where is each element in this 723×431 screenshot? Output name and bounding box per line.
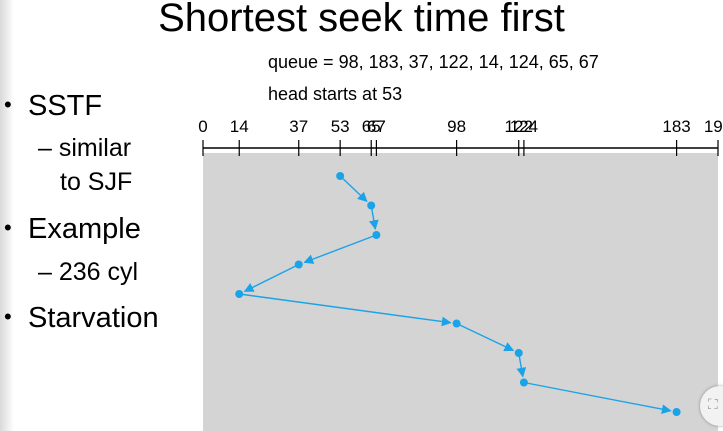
tick-label: 37 (289, 117, 308, 136)
bullet-sstf: • SSTF (4, 88, 102, 123)
request-point (294, 260, 303, 269)
tick-label: 53 (331, 117, 350, 136)
request-point (235, 290, 244, 298)
bullet-marker: • (4, 215, 12, 240)
seek-arrow (456, 322, 515, 352)
head-caption: head starts at 53 (268, 84, 403, 104)
bullet-starvation: • Starvation (4, 300, 159, 335)
request-point (372, 231, 381, 239)
seek-arrow (303, 234, 377, 264)
sub-item-to-sjf: to SJF (60, 168, 133, 196)
bullet-label: Example (28, 213, 141, 245)
tick-label: 98 (447, 117, 466, 136)
seek-arrow (339, 175, 368, 203)
seek-arrow (523, 381, 672, 414)
slide-edge-shade (0, 0, 14, 431)
bullet-example: • Example (4, 211, 141, 246)
seek-arrow (243, 263, 300, 292)
slide-title: Shortest seek time first (158, 0, 565, 40)
queue-caption: queue = 98, 183, 37, 122, 14, 124, 65, 6… (268, 52, 599, 72)
request-point (336, 172, 345, 180)
seek-arrow (239, 293, 452, 327)
fit-icon: ⛶ (708, 397, 718, 413)
head-movement-path (235, 172, 681, 416)
sub-item-cylinders: – 236 cyl (38, 258, 139, 286)
fit-to-screen-button[interactable]: ⛶ (700, 386, 723, 426)
sub-item-similar: – similar (38, 134, 132, 162)
tick-label: 183 (662, 117, 690, 136)
tick-label: 67 (367, 117, 386, 136)
tick-label: 65 (362, 117, 381, 136)
request-point (519, 378, 528, 387)
cylinder-axis (202, 140, 719, 156)
request-point (672, 408, 681, 416)
bullet-label: SSTF (28, 90, 103, 122)
diagram-panel (203, 153, 718, 431)
bullet-label: Starvation (28, 302, 159, 334)
tick-label: 122 (505, 117, 533, 136)
tick-label: 124 (510, 117, 538, 136)
bullet-marker: • (4, 304, 12, 329)
request-point (367, 201, 376, 210)
request-point (514, 349, 523, 357)
tick-label: 0 (198, 117, 207, 136)
request-point (452, 319, 461, 328)
tick-label: 199 (704, 117, 723, 136)
bullet-marker: • (4, 92, 12, 117)
tick-label: 14 (230, 117, 249, 136)
